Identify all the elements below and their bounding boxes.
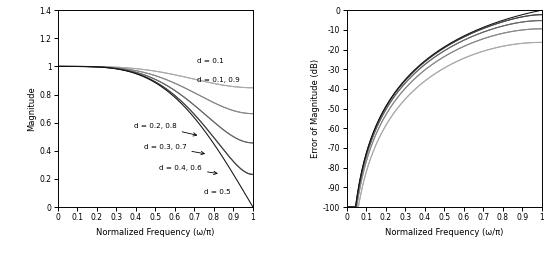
Y-axis label: Error of Magnitude (dB): Error of Magnitude (dB) xyxy=(311,59,320,158)
Text: d = 0.3, 0.7: d = 0.3, 0.7 xyxy=(144,144,205,155)
Text: d = 0.2, 0.8: d = 0.2, 0.8 xyxy=(134,123,196,136)
Text: d = 0.5: d = 0.5 xyxy=(204,189,231,195)
X-axis label: Normalized Frequency (ω/π): Normalized Frequency (ω/π) xyxy=(96,228,214,237)
X-axis label: Normalized Frequency (ω/π): Normalized Frequency (ω/π) xyxy=(385,228,503,237)
Text: d = 0.1: d = 0.1 xyxy=(197,58,224,65)
Text: d = 0.1, 0.9: d = 0.1, 0.9 xyxy=(197,77,240,83)
Text: d = 0.4, 0.6: d = 0.4, 0.6 xyxy=(160,165,217,174)
Y-axis label: Magnitude: Magnitude xyxy=(28,86,37,131)
